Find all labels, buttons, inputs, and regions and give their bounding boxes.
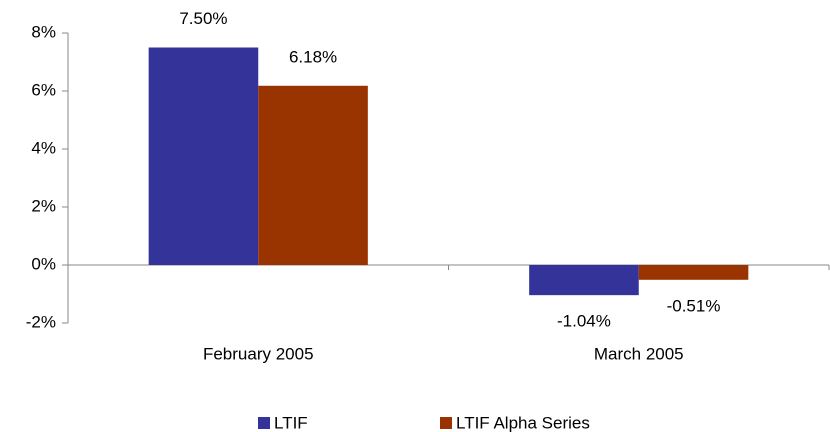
bar	[529, 265, 639, 296]
data-label: -0.51%	[667, 296, 721, 315]
legend-label: LTIF	[274, 413, 308, 432]
legend-swatch	[440, 417, 452, 429]
x-tick-label: February 2005	[203, 344, 314, 363]
bar	[258, 85, 368, 265]
x-tick-label: March 2005	[594, 344, 684, 363]
y-tick-label: 0%	[31, 254, 56, 273]
bar	[638, 265, 749, 280]
y-tick-label: 4%	[31, 138, 56, 157]
y-tick-label: 2%	[31, 196, 56, 215]
y-tick-label: -2%	[26, 312, 56, 331]
legend-swatch	[258, 417, 270, 429]
data-label: 7.50%	[179, 9, 227, 28]
data-label: 6.18%	[289, 47, 337, 66]
y-tick-label: 8%	[31, 22, 56, 41]
bar	[148, 47, 259, 265]
legend-label: LTIF Alpha Series	[456, 413, 590, 432]
data-label: -1.04%	[557, 312, 611, 331]
y-tick-label: 6%	[31, 80, 56, 99]
